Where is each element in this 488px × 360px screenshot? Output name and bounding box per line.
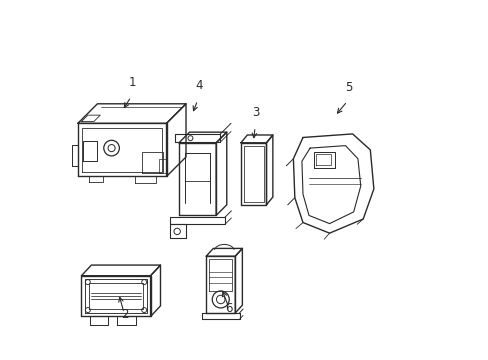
Text: 2: 2 (121, 308, 128, 321)
Text: 3: 3 (252, 106, 259, 119)
Text: 6: 6 (225, 302, 233, 315)
Text: 1: 1 (129, 76, 136, 89)
Text: 4: 4 (195, 80, 203, 93)
Text: 5: 5 (345, 81, 352, 94)
